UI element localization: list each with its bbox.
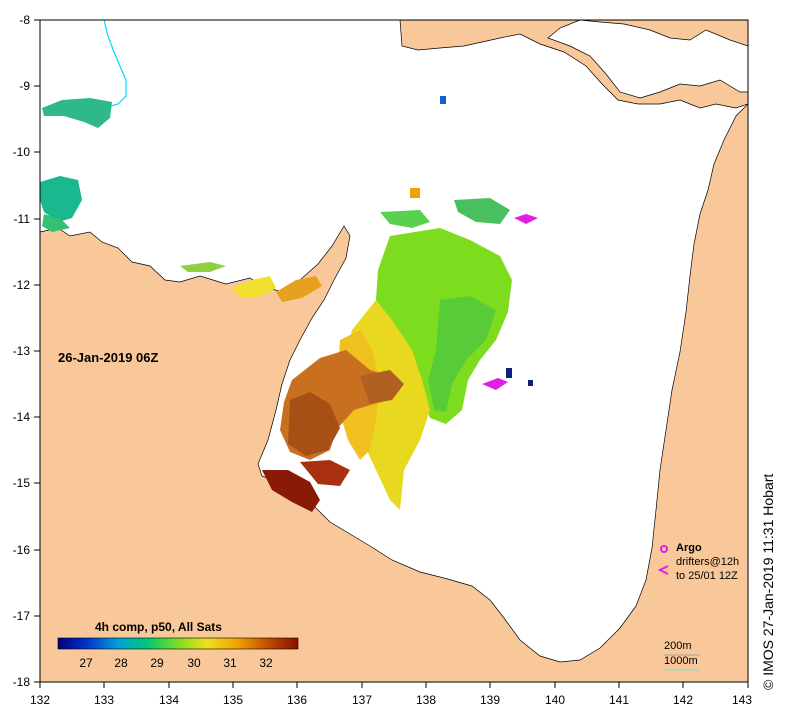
x-tick-label: 136 xyxy=(287,693,307,707)
colorbar xyxy=(57,637,299,650)
x-tick-label: 141 xyxy=(609,693,629,707)
x-tick-label: 134 xyxy=(159,693,179,707)
drifter-icon xyxy=(657,565,669,575)
drifter-label-line1: drifters@12h xyxy=(676,556,740,568)
date-stamp: 26-Jan-2019 06Z xyxy=(58,350,159,365)
y-tick-label: -14 xyxy=(13,410,31,424)
y-tick-label: -11 xyxy=(14,212,31,226)
x-tick-label: 138 xyxy=(416,693,436,707)
x-tick-label: 143 xyxy=(732,693,752,707)
colorbar-tick: 32 xyxy=(259,656,273,670)
sst-field xyxy=(40,96,538,512)
y-tick-label: -9 xyxy=(19,79,30,93)
y-tick-label: -8 xyxy=(19,13,30,27)
land-west xyxy=(39,103,749,683)
colorbar-tick: 28 xyxy=(114,656,128,670)
credit-label: © IMOS 27-Jan-2019 11:31 Hobart xyxy=(760,473,776,690)
y-tick-label: -18 xyxy=(13,675,31,689)
y-tick-label: -17 xyxy=(13,609,31,623)
colorbar-tick: 29 xyxy=(150,656,164,670)
depth-1000-label: 1000m xyxy=(664,655,698,667)
y-tick-label: -10 xyxy=(13,145,31,159)
y-tick-label: -13 xyxy=(13,344,31,358)
x-tick-label: 133 xyxy=(94,693,114,707)
x-tick-label: 142 xyxy=(673,693,693,707)
x-axis xyxy=(39,682,749,688)
colorbar-title: 4h comp, p50, All Sats xyxy=(95,620,222,634)
x-tick-label: 139 xyxy=(480,693,500,707)
colorbar-tick: 30 xyxy=(187,656,201,670)
colorbar-tick: 31 xyxy=(223,656,237,670)
colorbar-tick: 27 xyxy=(79,656,93,670)
depth-200-label: 200m xyxy=(664,640,692,652)
y-tick-label: -12 xyxy=(13,278,31,292)
y-tick-label: -15 xyxy=(13,476,31,490)
x-tick-label: 137 xyxy=(352,693,372,707)
land-north xyxy=(399,19,749,109)
y-tick-label: -16 xyxy=(13,543,31,557)
y-axis xyxy=(34,19,40,683)
x-tick-label: 132 xyxy=(30,693,50,707)
argo-icon xyxy=(660,545,668,553)
x-tick-label: 140 xyxy=(545,693,565,707)
argo-label: Argo xyxy=(676,542,702,554)
x-tick-label: 135 xyxy=(223,693,243,707)
drifter-label-line2: to 25/01 12Z xyxy=(676,570,738,582)
river xyxy=(103,19,127,109)
